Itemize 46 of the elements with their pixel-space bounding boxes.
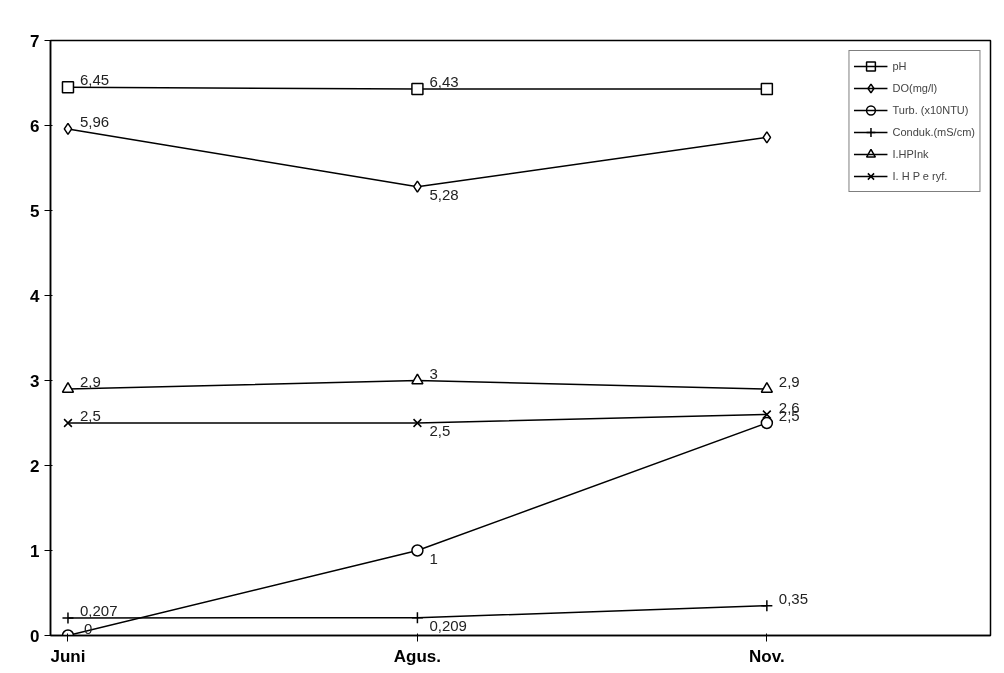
legend-label: Turb. (x10NTU): [892, 103, 969, 118]
data-label: 3: [429, 364, 438, 382]
data-label: 2,9: [79, 373, 101, 390]
point: [61, 611, 75, 625]
y-tick-label: 0: [30, 626, 40, 646]
data-label: 2,9: [778, 373, 800, 390]
legend-label: pH: [892, 59, 908, 74]
point: [63, 418, 73, 428]
point: [411, 544, 424, 557]
data-label: 6,45: [79, 71, 110, 89]
legend-label: Conduk.(mS/cm): [892, 125, 975, 140]
data-label: 2,5: [429, 422, 451, 439]
point: [63, 122, 73, 136]
legend-label: I.HPInk: [892, 147, 929, 162]
y-tick-label: 1: [30, 541, 40, 561]
point: [61, 381, 75, 393]
point: [411, 611, 424, 624]
data-label: 0,207: [79, 601, 118, 619]
point: [760, 416, 774, 430]
y-tick-label: 6: [30, 116, 40, 136]
data-label: 5,96: [79, 112, 110, 130]
point: [760, 381, 774, 393]
point: [412, 418, 423, 428]
x-tick-label: Nov.: [749, 646, 785, 666]
data-label: 5,28: [429, 185, 459, 203]
point: [411, 82, 424, 96]
point: [762, 131, 772, 144]
y-tick-label: 5: [30, 201, 40, 221]
point: [760, 82, 774, 96]
y-tick-label: 7: [30, 31, 40, 51]
x-tick-label: Agus.: [393, 646, 442, 666]
y-tick-label: 3: [30, 371, 40, 391]
point: [762, 409, 772, 420]
legend-label: I. H P e ryf.: [892, 169, 948, 184]
data-label: 0,35: [778, 589, 809, 607]
point: [760, 599, 774, 612]
data-label: 6,43: [429, 72, 459, 90]
point: [411, 373, 424, 385]
legend-label: DO(mg/l): [892, 81, 938, 96]
data-label: 1: [429, 549, 438, 567]
y-tick-label: 4: [30, 286, 41, 306]
data-label: 0,209: [429, 616, 467, 634]
point: [61, 81, 75, 94]
x-tick-label: Juni: [50, 646, 86, 666]
data-label: 2,5: [79, 407, 101, 424]
y-tick-label: 2: [30, 456, 40, 476]
